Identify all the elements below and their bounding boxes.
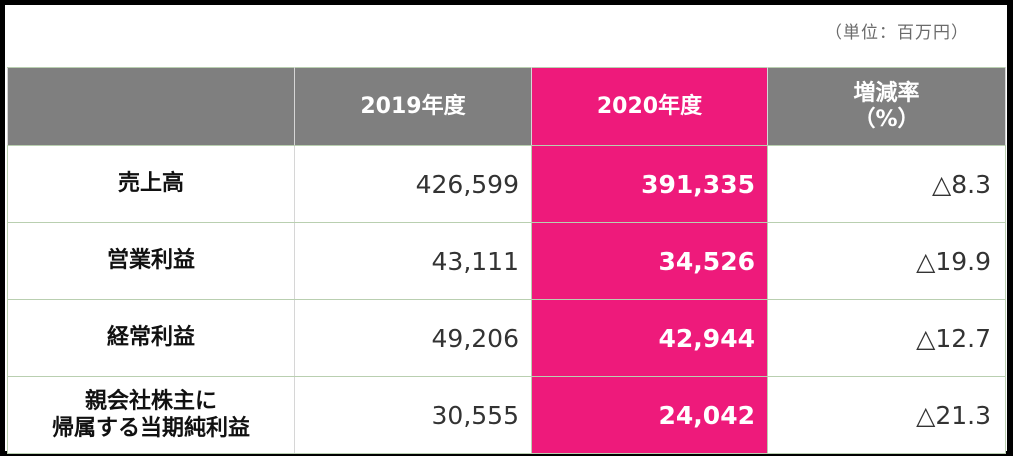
fy2019-value: 49,206: [294, 299, 532, 377]
change-rate-value: △12.7: [767, 299, 1006, 377]
fy2019-value: 426,599: [294, 145, 532, 223]
row-label-line2: 帰属する当期純利益: [51, 416, 250, 441]
header-change-rate: 増減率 （%）: [767, 67, 1006, 146]
fy2019-value: 30,555: [294, 376, 532, 454]
table-row: 経常利益 49,206 42,944 △12.7: [7, 299, 1006, 377]
header-fy2019: 2019年度: [294, 67, 532, 146]
fy2020-value: 391,335: [531, 145, 768, 223]
change-rate-value: △8.3: [767, 145, 1006, 223]
header-fy2020: 2020年度: [531, 67, 768, 146]
table-row: 親会社株主に 帰属する当期純利益 30,555 24,042 △21.3: [7, 376, 1006, 454]
table-row: 売上高 426,599 391,335 △8.3: [7, 145, 1006, 223]
change-rate-value: △21.3: [767, 376, 1006, 454]
unit-label: （単位：百万円）: [825, 23, 969, 43]
header-change-rate-unit: （%）: [853, 106, 920, 132]
financial-results-table: 2019年度 2020年度 増減率 （%） 売上高 426,599 391,33…: [7, 67, 1006, 454]
table-row: 営業利益 43,111 34,526 △19.9: [7, 222, 1006, 300]
fy2020-value: 34,526: [531, 222, 768, 300]
row-label: 親会社株主に 帰属する当期純利益: [7, 376, 295, 454]
fy2019-value: 43,111: [294, 222, 532, 300]
change-rate-value: △19.9: [767, 222, 1006, 300]
header-row: 2019年度 2020年度 増減率 （%）: [7, 67, 1006, 146]
row-label: 営業利益: [7, 222, 295, 300]
document-frame: （単位：百万円） 2019年度 2020年度 増減率 （%） 売上高 426,5…: [5, 5, 1007, 454]
fy2020-value: 24,042: [531, 376, 768, 454]
header-blank: [7, 67, 295, 146]
fy2020-value: 42,944: [531, 299, 768, 377]
row-label-line1: 親会社株主に: [84, 388, 217, 414]
row-label: 経常利益: [7, 299, 295, 377]
header-change-rate-title: 増減率: [853, 81, 920, 107]
row-label: 売上高: [7, 145, 295, 223]
